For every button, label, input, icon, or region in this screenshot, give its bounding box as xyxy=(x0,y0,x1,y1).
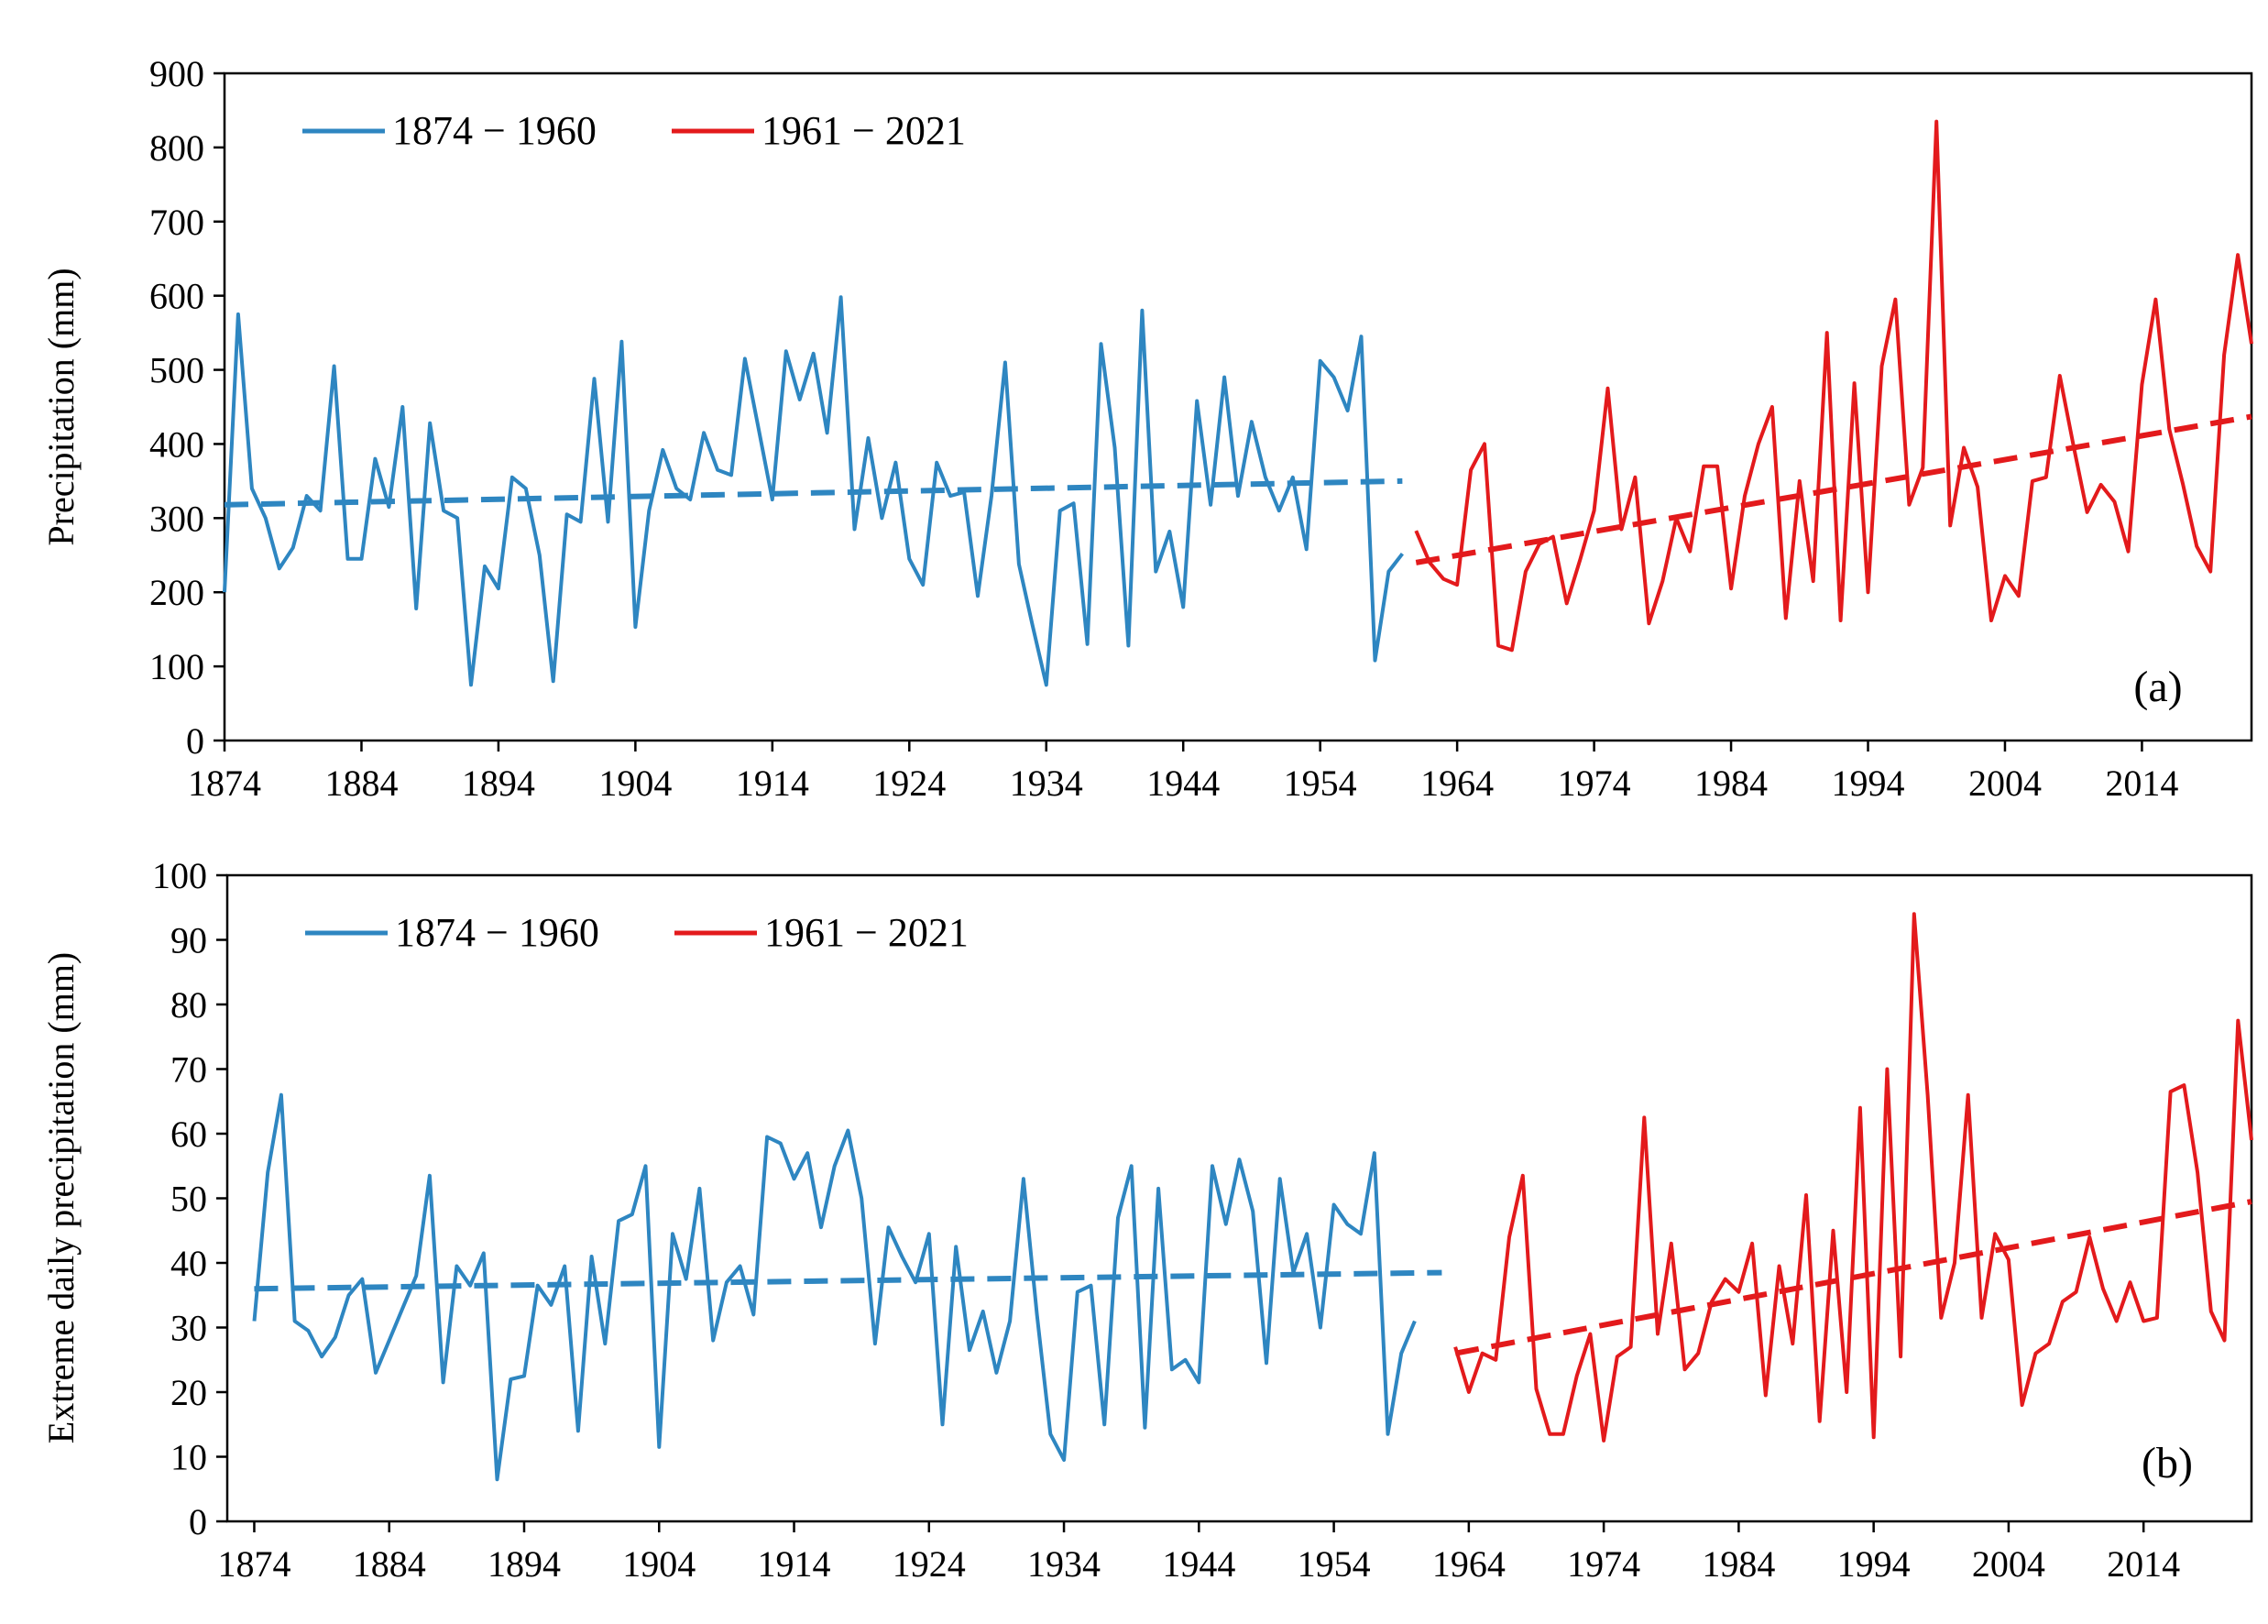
panel-b-x-tick-label: 2004 xyxy=(1972,1543,2045,1585)
panel-b-series xyxy=(252,912,2253,1482)
panel-a-series xyxy=(223,119,2253,687)
panel-b-y-tick-label: 90 xyxy=(170,920,207,961)
panel-a-x-tick-label: 1924 xyxy=(872,763,946,804)
panel-b-x-tick-label: 1944 xyxy=(1162,1543,1235,1585)
panel-a-x-tick-label: 2014 xyxy=(2105,763,2178,804)
panel-b-y-tick-label: 50 xyxy=(170,1179,207,1220)
panel-b-x-tick-label: 2014 xyxy=(2107,1543,2180,1585)
panel-a-x-tick-label: 1874 xyxy=(188,763,261,804)
panel-b-legend-late-label: 1961 − 2021 xyxy=(764,910,969,955)
panel-b-x-tick-label: 1884 xyxy=(353,1543,426,1585)
panel-a-x-tick-label: 1944 xyxy=(1146,763,1220,804)
panel-a-x-tick-label: 1914 xyxy=(736,763,809,804)
panel-b-x-tick-label: 1974 xyxy=(1567,1543,1640,1585)
panel-b-y-ticks: 0 10 20 30 40 50 60 70 80 90 100 xyxy=(152,855,227,1542)
panel-b-y-tick-label: 40 xyxy=(170,1243,207,1284)
panel-b-x-tick-label: 1994 xyxy=(1837,1543,1911,1585)
panel-b-series-late xyxy=(1453,912,2253,1443)
panel-b-x-tick-label: 1954 xyxy=(1298,1543,1371,1585)
panel-b-x-ticks: 1874 1884 1894 1904 1914 1924 1934 1944 1954 1964… xyxy=(217,1521,2180,1585)
panel-a-plot-frame xyxy=(223,71,2253,742)
panel-a-y-tick-label: 300 xyxy=(149,498,204,539)
panel-a-label: (a) xyxy=(2133,663,2182,711)
panel-b-y-tick-label: 60 xyxy=(170,1114,207,1155)
panel-b-y-tick-label: 80 xyxy=(170,984,207,1026)
panel-b-legend-early-label: 1874 − 1960 xyxy=(395,910,599,955)
panel-b-x-tick-label: 1924 xyxy=(893,1543,966,1585)
panel-a-y-tick-label: 0 xyxy=(186,720,204,762)
panel-b-y-tick-label: 20 xyxy=(170,1372,207,1413)
panel-a-y-axis-label: Precipitation (mm) xyxy=(40,268,82,545)
panel-a-x-tick-label: 1974 xyxy=(1558,763,1631,804)
panel-a-x-tick-label: 1934 xyxy=(1010,763,1083,804)
panel-a-legend-early-label: 1874 − 1960 xyxy=(392,108,597,153)
panel-a-y-tick-label: 800 xyxy=(149,127,204,169)
panel-a-x-tick-label: 1884 xyxy=(324,763,398,804)
panel-a-precipitation: 0 100 200 300 400 500 600 700 800 900 1874 1884 189… xyxy=(40,53,2253,804)
panel-a-y-tick-label: 500 xyxy=(149,350,204,391)
panel-b-x-tick-label: 1934 xyxy=(1027,1543,1101,1585)
panel-a-y-tick-label: 200 xyxy=(149,572,204,613)
panel-b-label: (b) xyxy=(2142,1439,2193,1487)
panel-a-legend: 1874 − 1960 1961 − 2021 xyxy=(302,108,966,153)
panel-b-series-early xyxy=(252,1092,1417,1482)
panel-b-x-tick-label: 1984 xyxy=(1702,1543,1775,1585)
panel-a-legend-late-label: 1961 − 2021 xyxy=(761,108,966,153)
panel-b-y-tick-label: 100 xyxy=(152,855,207,896)
panel-b-x-tick-label: 1894 xyxy=(488,1543,561,1585)
panel-a-x-tick-label: 1994 xyxy=(1832,763,1905,804)
panel-a-series-early xyxy=(223,295,1404,687)
panel-a-x-tick-label: 1904 xyxy=(598,763,672,804)
panel-a-x-tick-label: 1894 xyxy=(462,763,535,804)
panel-b-y-tick-label: 0 xyxy=(189,1501,207,1542)
panel-b-x-tick-label: 1904 xyxy=(622,1543,696,1585)
panel-b-x-tick-label: 1914 xyxy=(758,1543,831,1585)
panel-a-x-ticks: 1874 1884 1894 1904 1914 1924 1934 1944 1954 1964… xyxy=(188,741,2178,804)
panel-a-trend-early xyxy=(224,477,1403,508)
panel-a-series-late xyxy=(1414,119,2253,653)
panel-b-y-tick-label: 30 xyxy=(170,1308,207,1349)
panel-b-x-tick-label: 1964 xyxy=(1432,1543,1506,1585)
panel-a-y-tick-label: 900 xyxy=(149,53,204,94)
panel-a-x-tick-label: 1954 xyxy=(1284,763,1357,804)
panel-b-x-tick-label: 1874 xyxy=(217,1543,290,1585)
panel-b-legend: 1874 − 1960 1961 − 2021 xyxy=(305,910,969,955)
panel-a-x-tick-label: 1964 xyxy=(1420,763,1494,804)
panel-b-trend-early xyxy=(254,1269,1442,1292)
panel-b-plot-frame xyxy=(225,873,2253,1523)
panel-b-y-tick-label: 70 xyxy=(170,1049,207,1091)
panel-a-x-tick-label: 2004 xyxy=(1968,763,2042,804)
panel-a-y-tick-label: 700 xyxy=(149,202,204,243)
panel-b-y-tick-label: 10 xyxy=(170,1437,207,1478)
panel-a-y-tick-label: 400 xyxy=(149,423,204,465)
panel-a-y-tick-label: 600 xyxy=(149,276,204,317)
panel-b-y-axis-label: Extreme daily precipitation (mm) xyxy=(40,952,82,1443)
panel-a-y-tick-label: 100 xyxy=(149,646,204,687)
panel-a-y-ticks: 0 100 200 300 400 500 600 700 800 900 xyxy=(149,53,225,762)
panel-a-x-tick-label: 1984 xyxy=(1694,763,1768,804)
